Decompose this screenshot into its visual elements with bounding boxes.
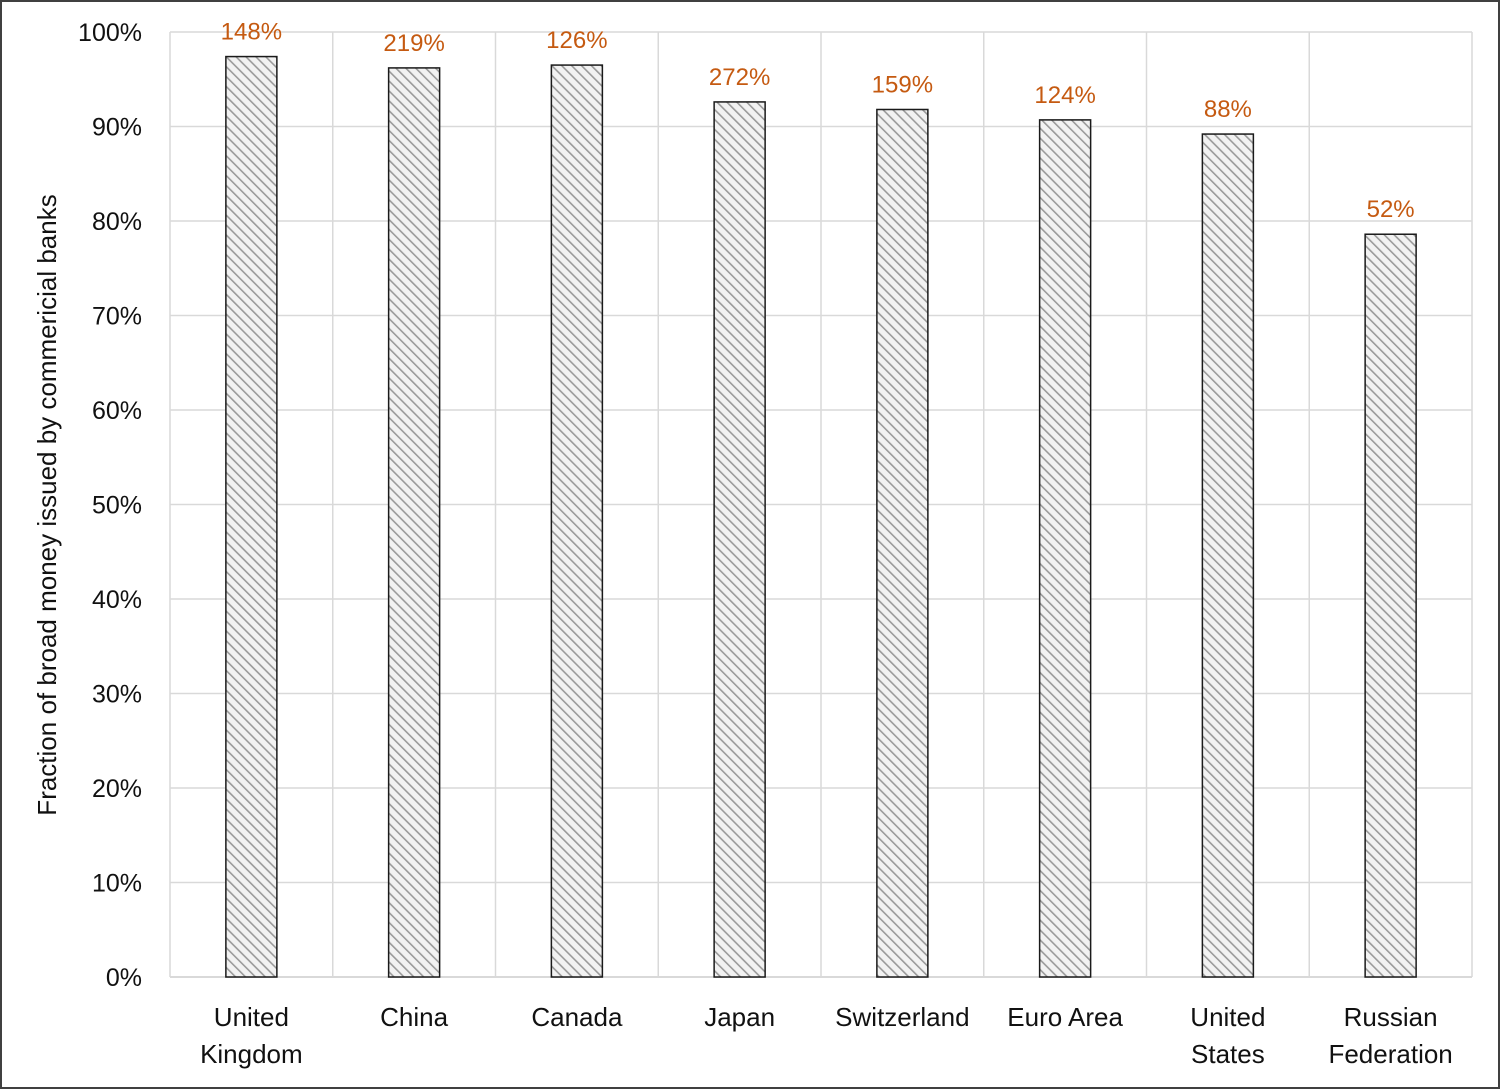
x-tick-label: Euro Area [1007, 1002, 1123, 1032]
y-tick-label: 20% [92, 775, 142, 803]
x-tick-label: Kingdom [200, 1039, 303, 1069]
bar [1364, 233, 1417, 978]
y-tick-label: 30% [92, 681, 142, 709]
labels: 0% 10% 20% 30% 40% 50% 60% 70% 80% 90% 100% 148% Uni… [78, 19, 1453, 1069]
y-tick-label: 80% [92, 208, 142, 236]
bar-annotation: 124% [1034, 82, 1095, 109]
y-axis-label: Fraction of broad money issued by commer… [32, 194, 62, 815]
y-tick-label: 0% [106, 964, 142, 992]
y-tick-label: 50% [92, 492, 142, 520]
bar-annotation: 148% [221, 19, 282, 46]
bar [387, 67, 441, 978]
y-tick-label: 70% [92, 303, 142, 331]
x-tick-label: Federation [1328, 1039, 1452, 1069]
bar-annotation: 219% [383, 30, 444, 57]
bar-annotation: 52% [1367, 196, 1415, 223]
bar-annotation: 159% [872, 71, 933, 98]
x-tick-label: Switzerland [835, 1002, 969, 1032]
bar [1038, 119, 1092, 978]
bar-annotation: 126% [546, 27, 607, 54]
x-tick-label: States [1191, 1039, 1265, 1069]
x-tick-label: Canada [531, 1002, 623, 1032]
x-tick-label: United [214, 1002, 289, 1032]
bar-annotation: 272% [709, 64, 770, 91]
y-tick-label: 40% [92, 586, 142, 614]
x-tick-label: China [380, 1002, 448, 1032]
x-tick-label: United [1190, 1002, 1265, 1032]
bar [550, 64, 604, 978]
y-tick-label: 60% [92, 397, 142, 425]
bar-annotation: 88% [1204, 96, 1252, 123]
x-tick-label: Russian [1344, 1002, 1438, 1032]
y-tick-label: 100% [78, 19, 142, 47]
y-tick-label: 10% [92, 870, 142, 898]
bars [225, 55, 1417, 978]
bar [1201, 133, 1255, 978]
bar [876, 108, 929, 978]
bar [225, 55, 278, 978]
bar [713, 101, 766, 978]
x-tick-label: Japan [704, 1002, 775, 1032]
y-tick-label: 90% [92, 114, 142, 142]
